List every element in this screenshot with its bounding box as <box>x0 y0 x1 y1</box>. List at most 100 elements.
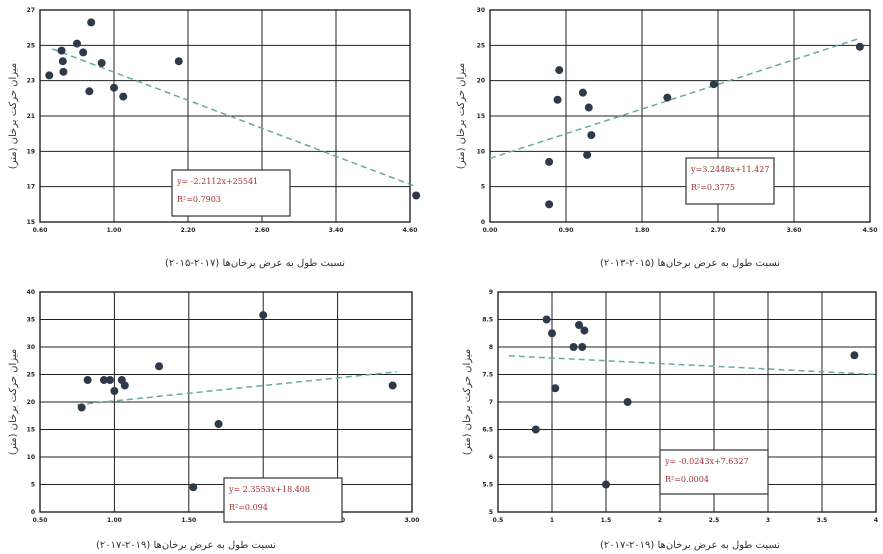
y-tick-label: 10 <box>477 148 485 155</box>
data-point <box>83 376 92 384</box>
x-tick-label: 0.5 <box>493 517 504 524</box>
y-tick-label: 35 <box>27 317 35 324</box>
data-point <box>155 362 164 371</box>
y-tick-label: 40 <box>27 289 35 296</box>
r-squared-value: R²=0.3775 <box>691 183 735 192</box>
data-point <box>545 157 554 166</box>
y-axis-label: میزان حرکت برخان (متر) <box>8 63 19 169</box>
x-axis-label: نسبت طول به عرض برخان‌ها (۲۰۱۹-۲۰۱۷) <box>96 540 276 551</box>
data-point <box>79 48 88 57</box>
x-tick-label: 2.5 <box>709 517 720 524</box>
data-point <box>388 381 397 390</box>
y-axis-label: میزان حرکت برخان (متر) <box>462 349 473 455</box>
data-point <box>555 66 564 75</box>
data-point <box>709 80 718 89</box>
y-tick-label: 5 <box>31 482 35 489</box>
y-tick-label: 10 <box>27 454 35 461</box>
data-point <box>583 150 592 159</box>
x-tick-label: 2 <box>658 517 662 524</box>
chart-panel-bottom-left: 0.501.001.502.002.503.000510152025303540… <box>0 282 430 554</box>
data-point <box>87 18 96 27</box>
y-tick-label: 0 <box>31 509 35 516</box>
data-point <box>59 67 68 76</box>
data-point <box>548 329 556 338</box>
data-point <box>551 384 560 393</box>
regression-equation: y= -2.2112x+25541 <box>176 177 258 186</box>
data-point <box>58 57 67 66</box>
x-tick-label: 3 <box>766 517 770 524</box>
r-squared-value: R²=0.0004 <box>665 475 709 484</box>
y-tick-label: 21 <box>27 113 35 120</box>
data-point <box>587 131 596 140</box>
scatter-chart-2015-2017: 0.60 1.00 2.20 2.60 3.40 4.60 15 17 19 21 23 25 27 y=… <box>8 7 421 269</box>
data-point <box>120 381 129 390</box>
trend-line <box>508 355 877 376</box>
data-point <box>110 83 118 92</box>
y-tick-label: 15 <box>477 113 485 120</box>
data-point <box>542 315 551 324</box>
x-tick-label: 2.60 <box>255 227 270 234</box>
data-point <box>412 191 421 200</box>
chart-panel-top-right: 0.00 0.90 1.80 2.70 3.60 4.50 0 5 10 15 20 25 30 y=3.… <box>448 0 883 272</box>
x-tick-label: 3.00 <box>405 517 420 524</box>
chart-panel-bottom-right: 0.5 1 1.5 2 2.5 3 3.5 4 5 5.5 6 6.5 7 7.5 8 8.5 9 y= -0.0… <box>448 282 883 554</box>
data-point <box>85 87 94 96</box>
y-tick-label: 6 <box>489 454 493 461</box>
x-tick-label: 3.5 <box>817 517 828 524</box>
data-point <box>855 42 864 51</box>
y-axis-label: میزان حرکت برخان (متر) <box>456 63 467 169</box>
y-axis-label: میزان حرکت برخان (متر) <box>8 349 19 455</box>
x-tick-label: 1.50 <box>181 517 196 524</box>
equation-box <box>659 449 769 495</box>
x-axis-label: نسبت طول به عرض برخان‌ها (۲۰۱۷-۲۰۱۵) <box>165 258 345 269</box>
x-tick-label: 4 <box>874 517 878 524</box>
y-tick-label: 23 <box>27 78 35 85</box>
trend-line <box>77 371 398 406</box>
data-point <box>259 311 268 320</box>
r-squared-value: R²=0.094 <box>229 503 268 512</box>
x-tick-label: 1 <box>550 517 554 524</box>
x-tick-label: 1.00 <box>107 517 122 524</box>
data-point <box>214 420 223 428</box>
data-point <box>569 343 578 351</box>
trend-line <box>489 37 861 160</box>
data-point <box>578 88 587 97</box>
x-axis-label: نسبت طول به عرض برخان‌ها (۲۰۱۵-۲۰۱۳) <box>600 258 780 269</box>
data-point <box>578 343 587 351</box>
data-point <box>553 95 562 104</box>
data-point <box>663 93 672 102</box>
y-tick-label: 7 <box>489 399 493 406</box>
scatter-chart-2013-2015: 0.00 0.90 1.80 2.70 3.60 4.50 0 5 10 15 20 25 30 y=3.… <box>456 7 878 269</box>
data-point <box>73 39 81 48</box>
y-tick-label: 15 <box>27 427 35 434</box>
scatter-chart-2017-2019-b: 0.5 1 1.5 2 2.5 3 3.5 4 5 5.5 6 6.5 7 7.5 8 8.5 9 y= -0.0… <box>462 289 878 551</box>
x-tick-label: 0.50 <box>33 517 48 524</box>
x-tick-label: 3.60 <box>787 227 802 234</box>
data-point <box>580 326 589 335</box>
chart-panel-top-left: 0.60 1.00 2.20 2.60 3.40 4.60 15 17 19 21 23 25 27 y=… <box>0 0 430 272</box>
x-tick-label: 1.80 <box>635 227 650 234</box>
x-tick-label: 4.50 <box>863 227 878 234</box>
data-point <box>45 71 54 80</box>
x-tick-label: 4.60 <box>403 227 418 234</box>
regression-equation: y= -0.0243x+7.6327 <box>664 457 749 466</box>
data-point <box>602 480 610 489</box>
data-point <box>97 59 106 67</box>
data-point <box>531 425 540 434</box>
equation-box <box>171 169 291 217</box>
regression-equation: y=3.2448x+11.427 <box>690 165 769 174</box>
data-point <box>57 46 66 55</box>
data-point <box>119 92 128 101</box>
data-point <box>189 483 198 492</box>
x-tick-label: 1.00 <box>107 227 122 234</box>
data-point <box>850 351 859 360</box>
y-tick-label: 25 <box>477 42 485 49</box>
data-point <box>174 57 183 66</box>
y-tick-label: 5 <box>481 184 485 191</box>
y-tick-label: 25 <box>27 372 35 379</box>
x-tick-label: 2.20 <box>181 227 196 234</box>
y-tick-label: 30 <box>477 7 485 14</box>
data-point <box>545 200 554 209</box>
x-axis-label: نسبت طول به عرض برخان‌ها (۲۰۱۹-۲۰۱۷) <box>600 540 780 551</box>
data-point <box>110 387 119 395</box>
